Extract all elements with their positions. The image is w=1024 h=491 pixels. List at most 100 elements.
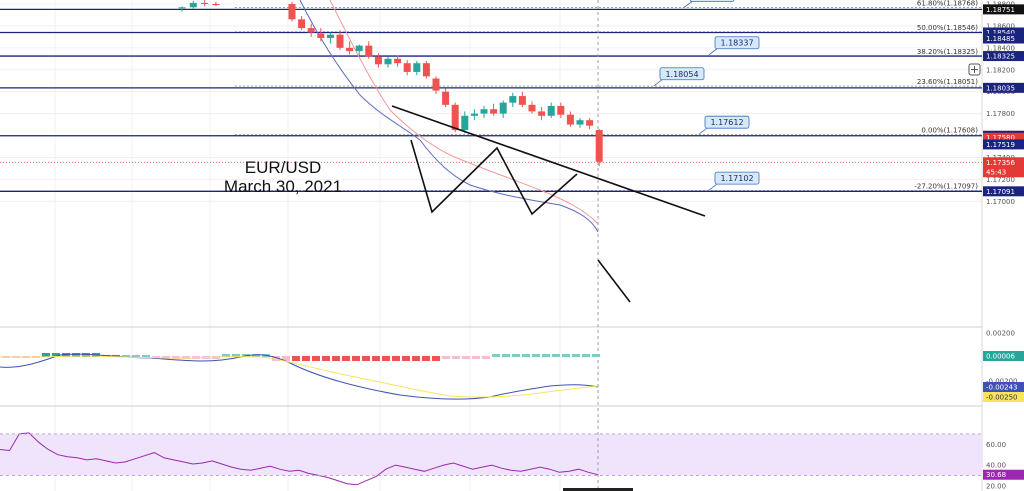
candle-body (317, 33, 325, 38)
macd-bar (222, 354, 230, 357)
level-badge-label: 1.18325 (986, 53, 1015, 61)
macd-bar (472, 356, 480, 359)
macd-bar (442, 356, 450, 359)
candle-body (509, 96, 517, 103)
callout-pointer (698, 127, 708, 135)
rsi-line (0, 432, 599, 486)
macd-bar (42, 353, 50, 357)
level-badge (983, 186, 1024, 197)
macd-tick-label: -0.00200 (986, 378, 1017, 386)
macd-bar (362, 356, 370, 361)
candle-body (346, 47, 354, 52)
macd-bar (72, 353, 80, 357)
price-callout-label: 1.18768 (695, 0, 728, 1)
candle-body (451, 104, 459, 131)
macd-bar (122, 355, 130, 357)
candle-body (212, 4, 220, 6)
axis-badge-timer: 45:43 (986, 168, 1006, 176)
axis-badge (983, 33, 1024, 44)
candle-body (288, 4, 296, 20)
candle-body (499, 102, 507, 114)
callout-pointer (708, 48, 718, 56)
chart-title-date: March 30, 2021 (224, 177, 342, 196)
moving-average-slow (329, 0, 599, 225)
triangle-pattern (391, 105, 706, 303)
price-tick-label: 1.18400 (986, 44, 1015, 52)
candle-body (432, 78, 440, 91)
candle-body (326, 34, 334, 38)
macd-bar (292, 356, 300, 361)
rsi-band (0, 433, 982, 476)
axis-badge (983, 139, 1024, 150)
macd-bar (342, 356, 350, 361)
macd-badge (983, 382, 1024, 392)
macd-bar (582, 354, 590, 357)
rsi-axis: 60.00 40.00 20.00 30.68 (0, 433, 1024, 490)
projection-line (597, 259, 631, 303)
macd-bar (142, 355, 150, 357)
macd-bar (532, 354, 540, 357)
candle-body (307, 28, 315, 33)
price-callout (689, 0, 735, 2)
macd-bar (572, 354, 580, 357)
candle-body (518, 96, 526, 105)
candle-body (480, 109, 488, 114)
price-callout (704, 115, 750, 129)
macd-bar (502, 354, 510, 357)
zigzag-pattern (410, 139, 578, 216)
level-badge-label: 1.18035 (986, 84, 1015, 92)
macd-bar (592, 354, 600, 357)
candle-body (586, 120, 594, 126)
macd-bar (272, 356, 280, 361)
candle-body (442, 91, 450, 105)
macd-bar (562, 354, 570, 357)
time-axis-marker (563, 488, 633, 491)
macd-bar (542, 354, 550, 357)
macd-badge-label: -0.00250 (986, 394, 1017, 402)
fib-label: 61.80%(1.18768) (917, 0, 978, 8)
macd-bar (132, 355, 140, 357)
macd-bar (52, 353, 60, 357)
macd-bar (382, 356, 390, 361)
rsi-current-label: 30.68 (986, 471, 1006, 479)
macd-badge (983, 392, 1024, 402)
macd-bar (352, 356, 360, 361)
price-callout (714, 36, 760, 50)
fib-label: 0.00%(1.17608) (921, 127, 978, 135)
axis-badge-label: 1.18485 (986, 35, 1015, 43)
level-badge-label: 1.18540 (986, 29, 1015, 37)
price-callout-label: 1.18054 (665, 70, 698, 79)
candle-body (355, 45, 363, 52)
fib-label: 50.00%(1.18546) (917, 24, 978, 32)
macd-badge (983, 351, 1024, 361)
macd-bar (332, 356, 340, 361)
price-callout-label: 1.17612 (710, 118, 743, 127)
macd-badge-label: 0.00006 (986, 353, 1015, 361)
price-callout-label: 1.17102 (720, 174, 753, 183)
macd-bar (312, 356, 320, 361)
macd-badge-label: -0.00243 (986, 384, 1017, 392)
descending-trendline (391, 105, 706, 217)
candlestick-series (178, 0, 603, 167)
macd-tick-label: 0.00200 (986, 330, 1015, 338)
candle-body (201, 2, 209, 4)
candle-body (528, 104, 536, 112)
fib-label: 23.60%(1.18051) (917, 78, 978, 86)
rsi-tick-label: 40.00 (986, 462, 1006, 470)
macd-bar (392, 356, 400, 361)
candle-body (365, 45, 373, 57)
level-badge-label: 1.18751 (986, 6, 1015, 14)
macd-bar (102, 355, 110, 357)
candle-body (422, 63, 430, 77)
candle-body (384, 58, 392, 65)
level-badge (983, 4, 1024, 15)
macd-bar (412, 356, 420, 361)
axis-badge-label: 1.17356 (986, 159, 1015, 167)
scale-lock-icon[interactable] (968, 63, 981, 76)
macd-bar (522, 354, 530, 357)
candle-body (298, 19, 306, 29)
macd-axis: 0.002000.00000-0.002000.00006-0.00243-0.… (983, 330, 1024, 402)
axis-badge (983, 132, 1024, 143)
macd-bar (422, 356, 430, 361)
